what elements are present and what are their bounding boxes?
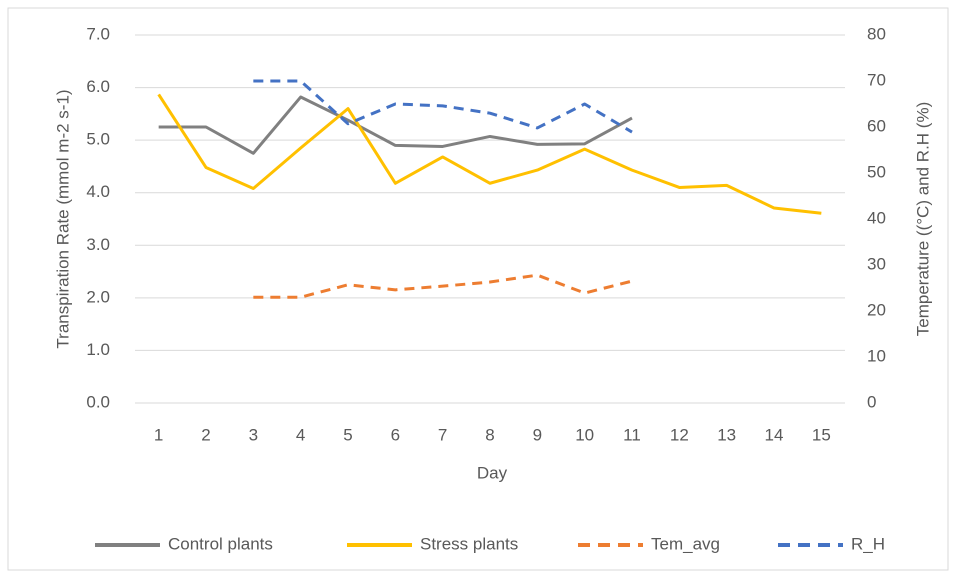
y2-tick-label: 0 <box>867 392 876 411</box>
x-tick-label: 14 <box>765 425 784 444</box>
x-tick-label: 13 <box>717 425 736 444</box>
y-tick-label: 3.0 <box>86 235 110 254</box>
chart-border <box>7 7 949 571</box>
y2-tick-label: 40 <box>867 208 886 227</box>
x-tick-label: 10 <box>575 425 594 444</box>
x-tick-label: 2 <box>201 425 210 444</box>
x-tick-label: 6 <box>391 425 400 444</box>
y2-tick-label: 50 <box>867 162 886 181</box>
x-tick-label: 3 <box>249 425 258 444</box>
x-tick-label: 5 <box>343 425 352 444</box>
y-tick-label: 5.0 <box>86 130 110 149</box>
x-tick-label: 9 <box>533 425 542 444</box>
legend-label: R_H <box>851 534 885 553</box>
y2-axis-title: Temperature ((°C) and R.H (%) <box>913 102 932 336</box>
y-tick-label: 2.0 <box>86 287 110 306</box>
y-tick-label: 7.0 <box>86 24 110 43</box>
series-line <box>253 273 633 299</box>
x-tick-label: 1 <box>154 425 163 444</box>
y2-tick-label: 10 <box>867 346 886 365</box>
series-line <box>157 93 822 215</box>
x-tick-label: 11 <box>623 425 641 444</box>
x-axis-title: Day <box>477 463 508 482</box>
y-axis-title: Transpiration Rate (mmol m-2 s-1) <box>53 89 72 348</box>
y-tick-label: 6.0 <box>86 77 110 96</box>
x-tick-label: 4 <box>296 425 305 444</box>
y-tick-label: 4.0 <box>86 182 110 201</box>
legend-label: Control plants <box>168 534 273 553</box>
series-line <box>253 79 633 134</box>
legend-label: Stress plants <box>420 534 518 553</box>
x-tick-label: 12 <box>670 425 689 444</box>
legend-label: Tem_avg <box>651 534 720 553</box>
y2-tick-label: 60 <box>867 116 886 135</box>
y-tick-label: 1.0 <box>86 340 110 359</box>
y2-tick-label: 20 <box>867 300 886 319</box>
y-tick-label: 0.0 <box>86 392 110 411</box>
y2-tick-label: 70 <box>867 70 886 89</box>
x-tick-label: 7 <box>438 425 447 444</box>
y2-tick-label: 30 <box>867 254 886 273</box>
x-tick-label: 15 <box>812 425 831 444</box>
x-tick-label: 8 <box>485 425 494 444</box>
y2-tick-label: 80 <box>867 24 886 43</box>
series-line <box>158 95 633 155</box>
